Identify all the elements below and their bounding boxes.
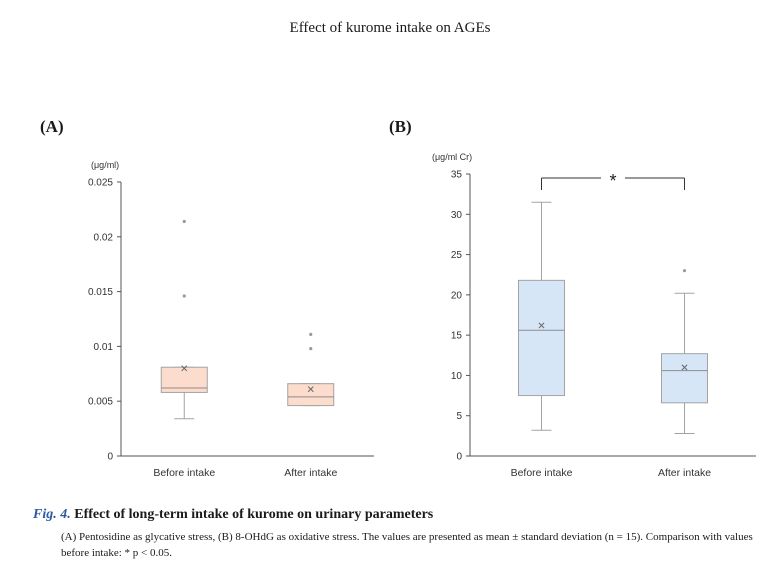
mean-marker bbox=[181, 365, 188, 372]
caption-heading: Fig. 4. Effect of long-term intake of ku… bbox=[33, 507, 775, 523]
y-tick-label: 0.005 bbox=[88, 397, 113, 408]
page-title: Effect of kurome intake on AGEs bbox=[289, 20, 491, 36]
y-tick-label: 5 bbox=[456, 411, 462, 422]
outlier-point bbox=[309, 332, 313, 336]
y-axis-unit-label: (μg/ml) bbox=[91, 160, 119, 170]
outlier-point bbox=[182, 219, 186, 224]
y-tick-label: 25 bbox=[451, 250, 463, 261]
box-iqr bbox=[287, 383, 335, 407]
box-iqr bbox=[518, 279, 565, 397]
y-tick-label: 20 bbox=[451, 290, 463, 301]
y-tick-label: 0.015 bbox=[88, 287, 113, 298]
figure-caption: Fig. 4. Effect of long-term intake of ku… bbox=[33, 507, 775, 561]
outlier-point bbox=[309, 346, 313, 351]
panel-b-label: (B) bbox=[389, 117, 412, 136]
y-tick-label: 0.02 bbox=[94, 232, 114, 243]
y-tick-label: 15 bbox=[451, 331, 463, 342]
y-tick-label: 0 bbox=[456, 452, 462, 463]
panel-a-label: (A) bbox=[40, 117, 64, 136]
chart-a-pentosidine: (μg/ml) 0 0.005 0.01 0.015 0.02 0.025 Before in… bbox=[88, 160, 374, 479]
mean-marker bbox=[538, 322, 545, 329]
box-iqr bbox=[661, 353, 708, 404]
y-axis-unit-label: (μg/ml Cr) bbox=[432, 152, 472, 162]
y-tick-label: 0.01 bbox=[94, 342, 114, 353]
x-tick-label: After intake bbox=[284, 467, 337, 479]
significance-label: * bbox=[609, 171, 616, 191]
y-tick-label: 0.025 bbox=[88, 178, 113, 189]
box-iqr bbox=[160, 366, 208, 393]
caption-fig-number: Fig. 4. bbox=[33, 507, 71, 522]
x-tick-label: Before intake bbox=[511, 467, 573, 479]
y-tick-label: 30 bbox=[451, 210, 463, 221]
x-tick-label: After intake bbox=[658, 467, 711, 479]
caption-title: Effect of long-term intake of kurome on … bbox=[74, 507, 434, 522]
outlier-point bbox=[682, 269, 687, 273]
y-tick-label: 35 bbox=[451, 170, 463, 181]
chart-b-8ohdg: (μg/ml Cr) 0 5 10 15 20 25 30 35 Before intake Aft… bbox=[432, 152, 756, 479]
outlier-point bbox=[182, 294, 186, 298]
y-tick-label: 0 bbox=[107, 452, 113, 463]
x-tick-label: Before intake bbox=[153, 467, 215, 479]
mean-marker bbox=[307, 386, 314, 393]
caption-body: (A) Pentosidine as glycative stress, (B)… bbox=[61, 531, 753, 559]
mean-marker bbox=[681, 364, 688, 371]
y-tick-label: 10 bbox=[451, 371, 463, 382]
